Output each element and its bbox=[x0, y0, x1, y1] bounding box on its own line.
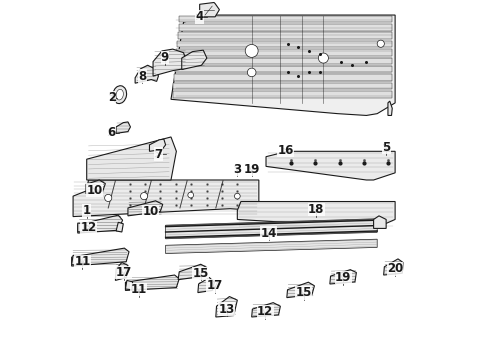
Circle shape bbox=[140, 193, 147, 200]
Polygon shape bbox=[237, 202, 394, 227]
Text: 10: 10 bbox=[142, 205, 158, 218]
Text: 12: 12 bbox=[257, 306, 273, 319]
Polygon shape bbox=[149, 139, 165, 151]
Text: 17: 17 bbox=[206, 279, 223, 292]
Text: 3: 3 bbox=[233, 163, 241, 176]
Polygon shape bbox=[251, 303, 280, 317]
Text: 19: 19 bbox=[243, 163, 259, 176]
Polygon shape bbox=[199, 3, 219, 17]
Polygon shape bbox=[165, 239, 376, 253]
Polygon shape bbox=[172, 91, 391, 98]
Polygon shape bbox=[387, 101, 391, 116]
Text: 1: 1 bbox=[82, 204, 91, 217]
Polygon shape bbox=[174, 74, 391, 81]
Ellipse shape bbox=[113, 86, 126, 104]
Text: 17: 17 bbox=[115, 266, 131, 279]
Text: 19: 19 bbox=[334, 271, 350, 284]
Polygon shape bbox=[176, 49, 391, 56]
Polygon shape bbox=[286, 282, 314, 298]
Text: 18: 18 bbox=[307, 203, 324, 216]
Polygon shape bbox=[86, 180, 105, 194]
Text: 16: 16 bbox=[277, 144, 293, 157]
Text: 9: 9 bbox=[161, 51, 169, 64]
Polygon shape bbox=[373, 216, 386, 228]
Polygon shape bbox=[72, 248, 129, 266]
Polygon shape bbox=[135, 65, 158, 83]
Text: 15: 15 bbox=[192, 267, 208, 280]
Text: 14: 14 bbox=[260, 226, 277, 239]
Text: 10: 10 bbox=[86, 184, 102, 197]
Circle shape bbox=[82, 257, 88, 262]
Polygon shape bbox=[175, 66, 391, 72]
Circle shape bbox=[104, 194, 112, 202]
Polygon shape bbox=[177, 41, 391, 47]
Text: 7: 7 bbox=[154, 148, 162, 161]
Circle shape bbox=[234, 193, 240, 199]
Polygon shape bbox=[115, 262, 128, 280]
Polygon shape bbox=[78, 215, 122, 233]
Polygon shape bbox=[198, 278, 214, 293]
Polygon shape bbox=[125, 275, 179, 291]
Polygon shape bbox=[383, 259, 402, 275]
Text: 11: 11 bbox=[130, 283, 146, 296]
Polygon shape bbox=[265, 151, 394, 180]
Polygon shape bbox=[153, 49, 187, 76]
Circle shape bbox=[376, 40, 384, 47]
Text: 4: 4 bbox=[195, 10, 203, 23]
Polygon shape bbox=[73, 180, 258, 217]
Circle shape bbox=[187, 192, 193, 198]
Polygon shape bbox=[116, 122, 130, 134]
Circle shape bbox=[244, 44, 258, 57]
Polygon shape bbox=[86, 137, 176, 180]
Ellipse shape bbox=[116, 89, 123, 100]
Polygon shape bbox=[178, 32, 391, 39]
Polygon shape bbox=[173, 83, 391, 89]
Polygon shape bbox=[171, 15, 394, 116]
Text: 20: 20 bbox=[386, 262, 403, 275]
Text: 8: 8 bbox=[138, 69, 146, 82]
Text: 11: 11 bbox=[74, 255, 90, 268]
Polygon shape bbox=[215, 297, 237, 317]
Polygon shape bbox=[78, 223, 83, 232]
Polygon shape bbox=[165, 219, 376, 239]
Text: 5: 5 bbox=[381, 141, 389, 154]
Circle shape bbox=[318, 53, 328, 63]
Polygon shape bbox=[179, 16, 391, 22]
Polygon shape bbox=[182, 50, 206, 69]
Text: 15: 15 bbox=[295, 287, 311, 300]
Text: 6: 6 bbox=[107, 126, 116, 139]
Polygon shape bbox=[125, 280, 132, 290]
Text: 13: 13 bbox=[218, 303, 234, 316]
Polygon shape bbox=[72, 255, 79, 265]
Polygon shape bbox=[329, 270, 356, 284]
Polygon shape bbox=[175, 58, 391, 64]
Polygon shape bbox=[178, 24, 391, 31]
Polygon shape bbox=[128, 201, 163, 216]
Polygon shape bbox=[116, 222, 123, 232]
Circle shape bbox=[247, 68, 255, 77]
Text: 12: 12 bbox=[80, 221, 97, 234]
Text: 2: 2 bbox=[107, 91, 116, 104]
Polygon shape bbox=[178, 264, 206, 280]
